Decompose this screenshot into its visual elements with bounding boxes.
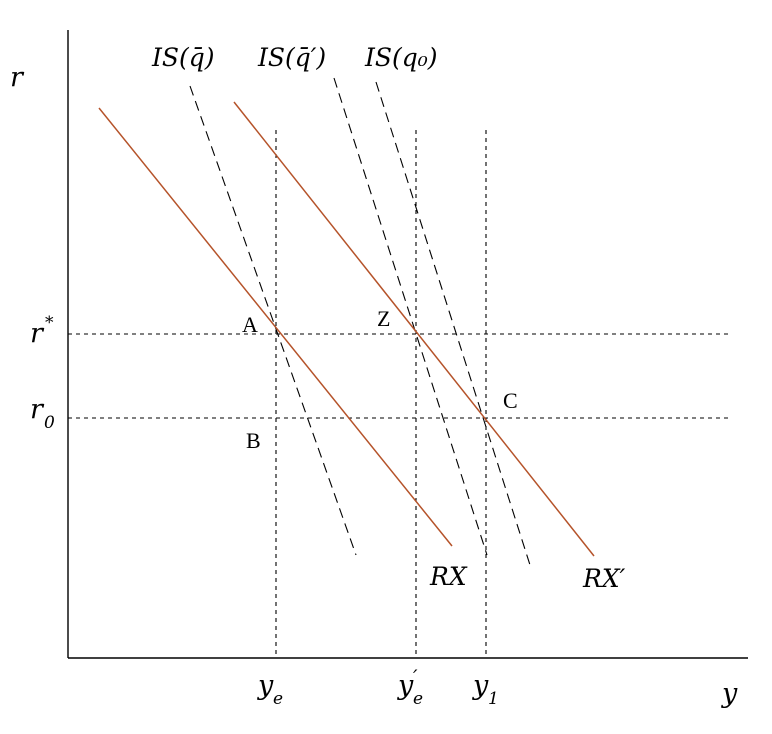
is-qbar-curve — [189, 85, 357, 556]
rx-label: RX — [429, 562, 468, 591]
is-qbar-label: IS(q̄) — [151, 43, 215, 72]
ye-tick-label: y e — [257, 670, 283, 709]
svg-text:y: y — [472, 670, 489, 701]
r-star-tick-label: r * — [30, 313, 54, 349]
is-qbar-prime-label: IS(q̄′) — [257, 43, 326, 72]
ye-prime-tick-label: y ′ e — [397, 665, 423, 709]
is-q0-label: IS(q₀) — [364, 43, 438, 72]
svg-text:′: ′ — [413, 665, 418, 689]
svg-text:r: r — [30, 318, 45, 349]
svg-text:r: r — [30, 394, 45, 425]
point-z-label: Z — [377, 306, 390, 331]
y1-tick-label: y 1 — [472, 670, 499, 709]
svg-text:*: * — [45, 313, 54, 333]
y-axis-label: y — [721, 678, 738, 709]
rx-curve — [98, 107, 453, 547]
svg-text:y: y — [257, 670, 274, 701]
svg-text:e: e — [413, 689, 423, 709]
svg-text:1: 1 — [488, 689, 499, 709]
point-b-label: B — [246, 428, 261, 453]
r0-tick-label: r 0 — [30, 394, 55, 433]
is-qbar-prime-curve — [333, 77, 488, 556]
svg-text:0: 0 — [44, 413, 55, 433]
rx-prime-curve — [233, 101, 595, 557]
point-c-label: C — [503, 388, 518, 413]
svg-text:y: y — [397, 670, 414, 701]
is-q0-curve — [375, 81, 531, 566]
svg-text:e: e — [273, 689, 283, 709]
point-a-label: A — [242, 312, 258, 337]
r-axis-label: r — [10, 62, 25, 93]
rx-prime-label: RX′ — [582, 564, 626, 593]
